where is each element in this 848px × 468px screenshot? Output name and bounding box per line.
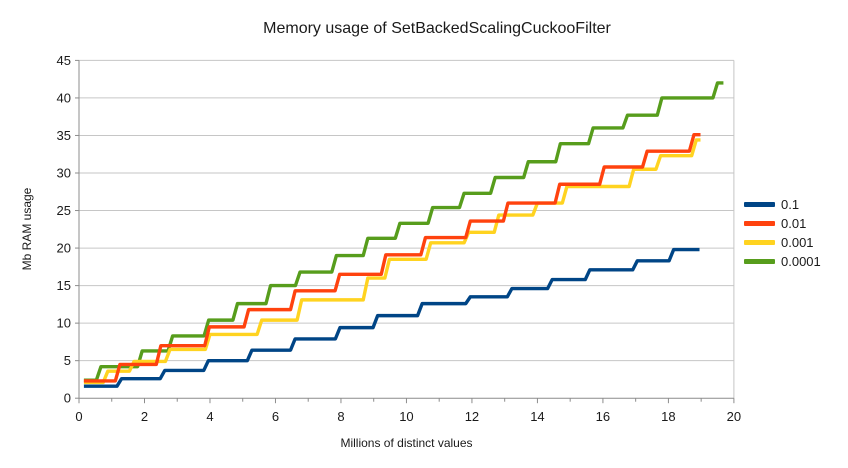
y-tick-label: 45	[57, 53, 71, 68]
legend-label-0.001: 0.001	[781, 235, 814, 250]
y-axis-title: Mb RAM usage	[20, 187, 34, 271]
y-tick-label: 30	[57, 166, 71, 181]
x-tick-label: 8	[337, 409, 344, 424]
legend-swatch-0.001	[744, 240, 775, 245]
series-line-0.001	[83, 138, 701, 385]
x-tick-label: 4	[206, 409, 213, 424]
legend-swatch-0.1	[744, 202, 775, 207]
x-tick-label: 12	[465, 409, 479, 424]
y-tick-label: 25	[57, 203, 71, 218]
legend-swatch-0.01	[744, 221, 775, 226]
y-tick-label: 0	[64, 391, 71, 406]
y-tick-label: 15	[57, 278, 71, 293]
x-axis-title: Millions of distinct values	[340, 436, 473, 450]
series-line-0.0001	[83, 81, 724, 382]
legend-label-0.1: 0.1	[781, 197, 800, 212]
legend-label-0.0001: 0.0001	[781, 254, 821, 269]
x-tick-label: 6	[272, 409, 279, 424]
legend-item-0.1: 0.1	[744, 197, 821, 212]
x-tick-label: 10	[399, 409, 413, 424]
legend-item-0.01: 0.01	[744, 216, 821, 231]
y-tick-label: 40	[57, 90, 71, 105]
series-line-0.1	[83, 247, 700, 388]
legend-item-0.0001: 0.0001	[744, 254, 821, 269]
x-tick-label: 16	[596, 409, 610, 424]
x-tick-label: 0	[75, 409, 82, 424]
legend-label-0.01: 0.01	[781, 216, 807, 231]
x-tick-label: 2	[141, 409, 148, 424]
legend-item-0.001: 0.001	[744, 235, 821, 250]
series-line-0.01	[83, 133, 701, 383]
legend-swatch-0.0001	[744, 259, 775, 264]
y-tick-label: 20	[57, 241, 71, 256]
y-tick-label: 35	[57, 128, 71, 143]
x-tick-label: 18	[661, 409, 675, 424]
chart-title: Memory usage of SetBackedScalingCuckooFi…	[263, 20, 611, 37]
x-tick-label: 14	[530, 409, 544, 424]
y-tick-label: 5	[64, 353, 71, 368]
x-tick-label: 20	[727, 409, 741, 424]
y-tick-label: 10	[57, 316, 71, 331]
legend: 0.1 0.01 0.001 0.0001	[744, 197, 821, 274]
